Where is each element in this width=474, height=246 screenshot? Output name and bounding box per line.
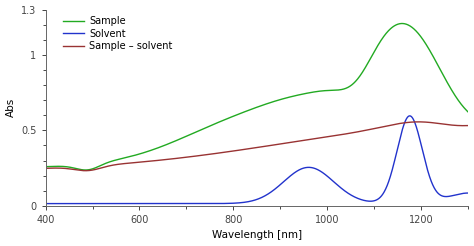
Solvent: [465, 192, 471, 195]
Sample: [43, 165, 48, 168]
Sample – solvent: [248, 147, 254, 150]
Y-axis label: Abs: Abs: [6, 98, 16, 117]
Solvent: [407, 114, 413, 117]
Sample: [64, 165, 70, 168]
Solvent: [453, 193, 459, 196]
Solvent: [237, 201, 243, 204]
Sample: [82, 169, 88, 171]
Sample – solvent: [64, 167, 70, 170]
Sample – solvent: [454, 124, 459, 127]
Solvent: [64, 202, 70, 205]
Sample – solvent: [416, 120, 421, 123]
Sample: [248, 108, 254, 111]
Legend: Sample, Solvent, Sample – solvent: Sample, Solvent, Sample – solvent: [63, 16, 173, 51]
Solvent: [376, 197, 382, 200]
Solvent: [454, 193, 459, 196]
Line: Sample – solvent: Sample – solvent: [46, 122, 468, 171]
Sample – solvent: [82, 169, 88, 172]
Line: Sample: Sample: [46, 24, 468, 170]
Sample: [399, 22, 405, 25]
Sample – solvent: [376, 126, 382, 129]
Solvent: [248, 200, 254, 202]
Sample – solvent: [43, 167, 48, 170]
Sample – solvent: [465, 124, 471, 127]
Sample – solvent: [454, 124, 459, 127]
Sample: [237, 112, 243, 115]
Solvent: [43, 202, 48, 205]
Sample: [454, 96, 459, 99]
Sample – solvent: [237, 149, 243, 152]
Sample: [376, 43, 382, 46]
X-axis label: Wavelength [nm]: Wavelength [nm]: [212, 231, 302, 240]
Line: Solvent: Solvent: [46, 116, 468, 204]
Sample: [465, 111, 471, 114]
Sample: [454, 96, 459, 99]
